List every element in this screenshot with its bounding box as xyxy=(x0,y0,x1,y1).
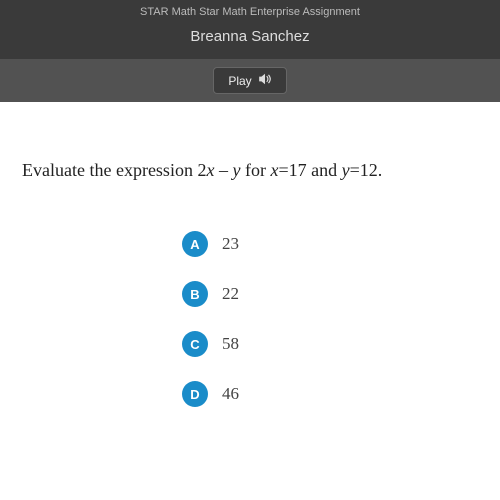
question-var-y: y xyxy=(342,160,350,180)
answer-value: 23 xyxy=(222,234,239,254)
answer-list: A 23 B 22 C 58 D 46 xyxy=(22,231,478,407)
question-part: Evaluate the expression 2 xyxy=(22,160,206,180)
app-title: STAR Math Star Math Enterprise Assignmen… xyxy=(0,6,500,18)
answer-option-a[interactable]: A 23 xyxy=(182,231,478,257)
answer-value: 46 xyxy=(222,384,239,404)
sound-icon xyxy=(258,73,272,88)
answer-value: 22 xyxy=(222,284,239,304)
question-part: – xyxy=(214,160,232,180)
question-part: =17 and xyxy=(278,160,341,180)
question-text: Evaluate the expression 2x – y for x=17 … xyxy=(22,160,478,181)
student-name: Breanna Sanchez xyxy=(0,28,500,45)
question-part: =12. xyxy=(350,160,383,180)
answer-badge: A xyxy=(182,231,208,257)
app-header: STAR Math Star Math Enterprise Assignmen… xyxy=(0,0,500,59)
play-button-label: Play xyxy=(228,74,251,88)
answer-badge: B xyxy=(182,281,208,307)
answer-option-c[interactable]: C 58 xyxy=(182,331,478,357)
question-part: for xyxy=(240,160,270,180)
question-area: Evaluate the expression 2x – y for x=17 … xyxy=(0,102,500,427)
play-button[interactable]: Play xyxy=(213,67,286,94)
answer-value: 58 xyxy=(222,334,239,354)
play-bar: Play xyxy=(0,59,500,102)
answer-option-d[interactable]: D 46 xyxy=(182,381,478,407)
answer-option-b[interactable]: B 22 xyxy=(182,281,478,307)
answer-badge: D xyxy=(182,381,208,407)
answer-badge: C xyxy=(182,331,208,357)
